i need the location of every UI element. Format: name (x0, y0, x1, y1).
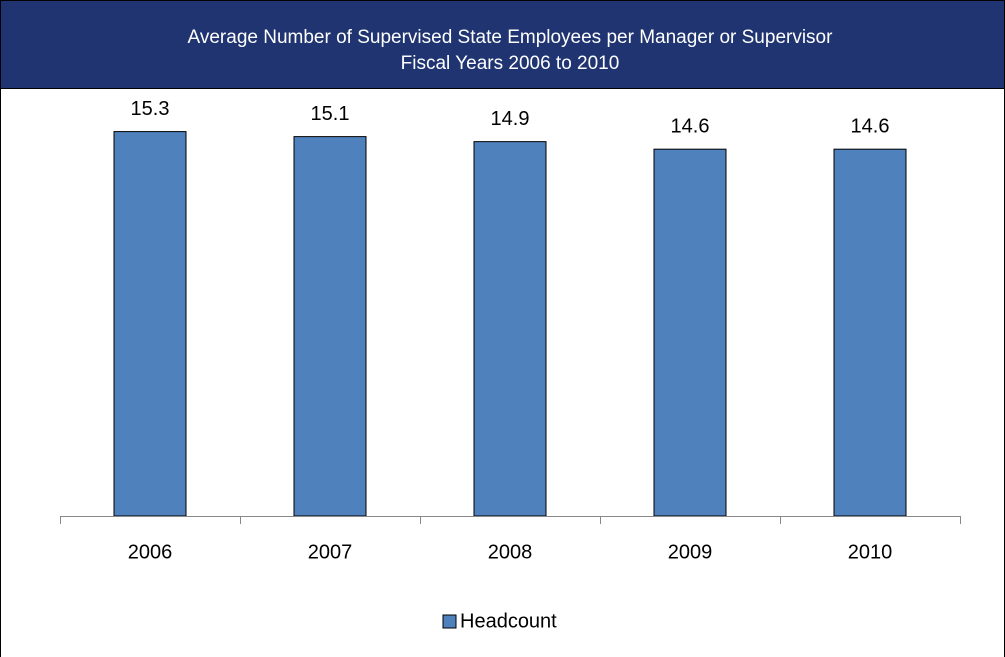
bar (653, 148, 727, 517)
data-label: 15.3 (131, 98, 170, 120)
bar (833, 148, 907, 517)
chart-title: Average Number of Supervised State Emplo… (188, 27, 834, 48)
header-band (0, 0, 1005, 89)
x-tick-label: 2010 (848, 541, 893, 563)
x-tick-label: 2008 (488, 541, 533, 563)
data-label: 15.1 (311, 103, 350, 125)
chart-subtitle: Fiscal Years 2006 to 2010 (401, 53, 620, 74)
data-label: 14.6 (671, 115, 710, 137)
bar (293, 136, 367, 517)
data-label: 14.6 (851, 115, 890, 137)
data-label: 14.9 (491, 108, 530, 130)
x-tick-label: 2009 (668, 541, 713, 563)
legend-swatch (442, 614, 457, 629)
x-tick-label: 2006 (128, 541, 173, 563)
legend-label: Headcount (460, 610, 557, 632)
bar (113, 131, 187, 517)
x-tick-label: 2007 (308, 541, 353, 563)
bar (473, 141, 547, 517)
